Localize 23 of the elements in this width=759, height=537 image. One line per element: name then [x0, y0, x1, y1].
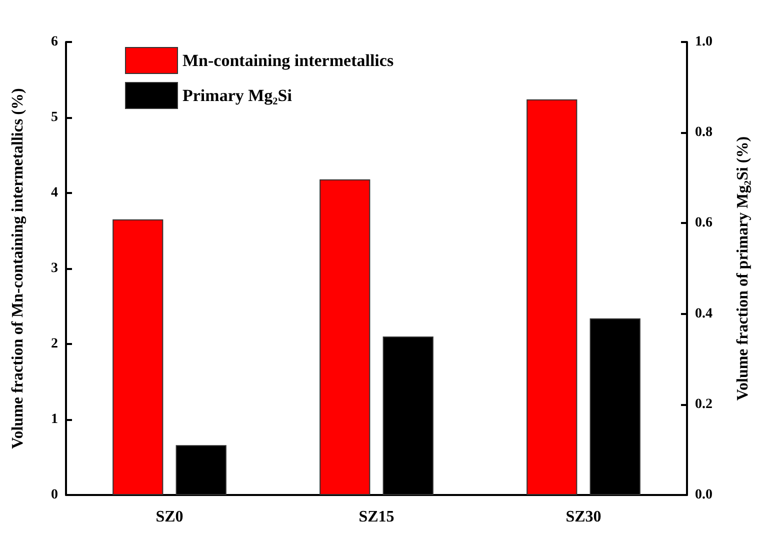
- y2-tick-label: 0.4: [695, 306, 712, 322]
- y-tick-label: 0: [51, 488, 58, 502]
- x-tick-label: SZ30: [566, 508, 602, 526]
- y2-tick-label: 0.8: [695, 125, 712, 140]
- y-axis-title: Volume fraction of Mn-containing intermetallics (%): [10, 88, 26, 449]
- y-tick-label: 2: [51, 336, 58, 352]
- y-tick-label: 6: [51, 34, 58, 50]
- x-tick-label: SZ15: [358, 508, 394, 526]
- y2-tick-label: 0.2: [695, 396, 712, 412]
- y2-tick-label: 0.0: [695, 488, 712, 502]
- y2-tick-label: 0.6: [695, 216, 712, 231]
- x-tick-label: SZ0: [156, 508, 184, 526]
- y2-axis-title: Volume fraction of primary Mg₂Si (%): [734, 136, 752, 401]
- y-tick-label: 3: [51, 261, 58, 276]
- y-tick-label: 5: [51, 110, 58, 125]
- bar: [526, 99, 578, 495]
- y2-tick-label: 1.0: [695, 34, 712, 50]
- y-tick-label: 1: [51, 412, 58, 427]
- bar: [112, 219, 164, 495]
- y-tick-label: 4: [51, 186, 58, 200]
- bar: [320, 179, 370, 495]
- legend-label: Mn-containing intermetallics: [182, 51, 394, 70]
- legend-label: Primary Mg₂Si: [182, 86, 292, 105]
